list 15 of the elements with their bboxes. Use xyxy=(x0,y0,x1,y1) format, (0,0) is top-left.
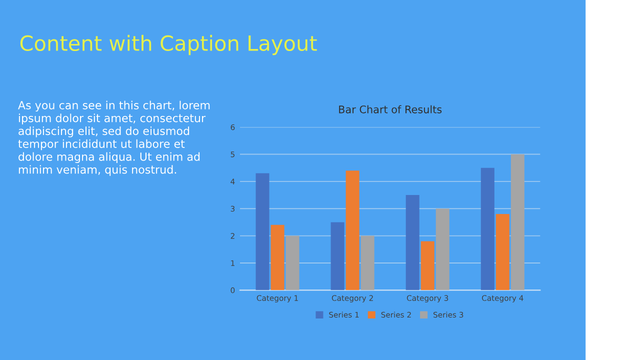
bar xyxy=(270,224,284,290)
bar xyxy=(286,236,300,290)
bar xyxy=(330,222,344,290)
bar xyxy=(480,168,494,290)
bar xyxy=(360,236,374,290)
bar xyxy=(346,170,360,290)
bar xyxy=(256,173,270,290)
chart-title: Bar Chart of Results xyxy=(339,105,442,114)
bar xyxy=(406,195,420,290)
text: Content with Caption Layout xyxy=(20,34,317,56)
bar xyxy=(510,154,524,290)
bar xyxy=(496,214,510,290)
bar xyxy=(420,241,434,290)
text: As you can see in this chart, lorem ipsum dolor sit amet, consectetur adipiscing elit, sed do eiusmod tempor incididunt ut labore et dolore magna aliqua. Ut enim ad minim veniam, quis nostrud. xyxy=(18,100,210,176)
bar xyxy=(436,208,450,290)
